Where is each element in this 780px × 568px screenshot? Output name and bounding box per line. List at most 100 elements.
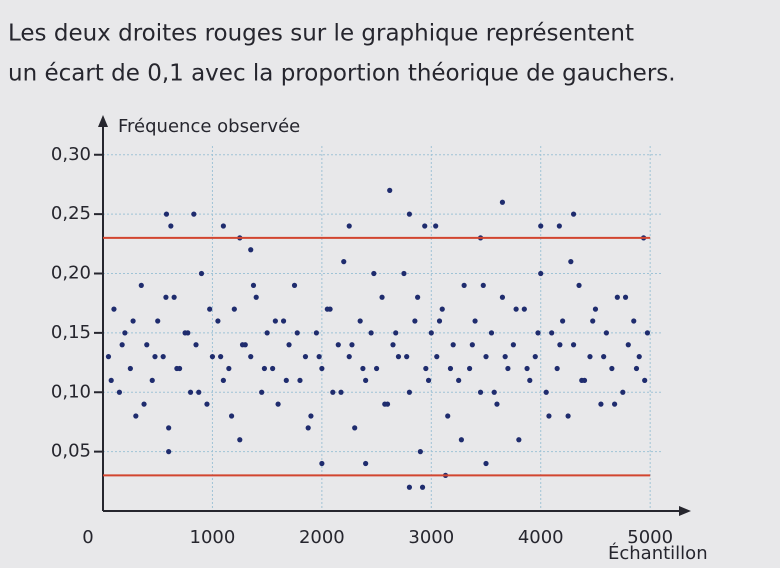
point — [423, 365, 429, 372]
point — [302, 354, 309, 360]
point — [108, 377, 114, 383]
point — [168, 223, 174, 229]
point — [439, 306, 445, 312]
point — [346, 354, 352, 360]
point — [419, 484, 426, 490]
point — [469, 342, 475, 348]
point — [220, 223, 226, 229]
point — [280, 318, 287, 324]
point — [319, 365, 325, 372]
point — [499, 199, 506, 205]
y-tick-label: 0,20 — [51, 263, 91, 284]
point — [220, 377, 226, 383]
point — [406, 389, 413, 395]
point — [488, 330, 495, 336]
point — [272, 318, 278, 324]
point — [166, 425, 172, 431]
point — [185, 330, 191, 336]
point — [406, 211, 413, 217]
point — [565, 413, 571, 419]
point — [291, 282, 298, 288]
point — [450, 342, 456, 348]
point — [207, 306, 213, 312]
point — [491, 389, 497, 395]
point — [612, 401, 618, 407]
point — [434, 354, 440, 360]
point — [404, 354, 410, 360]
point — [538, 223, 544, 229]
point — [642, 377, 648, 383]
point — [198, 270, 205, 277]
point — [549, 330, 555, 336]
point — [127, 365, 133, 372]
point — [483, 460, 489, 467]
point — [363, 377, 369, 383]
caption-line: un écart de 0,1 avec la proportion théor… — [8, 61, 676, 87]
point — [625, 342, 631, 348]
point — [406, 484, 413, 490]
point — [166, 449, 172, 455]
point — [636, 354, 642, 360]
point — [130, 318, 136, 324]
point — [191, 211, 197, 217]
point — [352, 425, 358, 431]
point — [116, 389, 123, 395]
point — [428, 330, 434, 336]
point — [467, 365, 473, 372]
point — [174, 365, 180, 372]
point — [259, 389, 265, 395]
point — [458, 437, 464, 443]
point — [425, 377, 432, 383]
point — [357, 318, 363, 324]
point — [341, 259, 347, 265]
x-tick-label: 0 — [82, 527, 93, 548]
point — [286, 342, 292, 348]
point — [297, 377, 303, 383]
point — [532, 354, 538, 360]
y-axis-arrow — [98, 115, 108, 127]
point — [248, 354, 254, 360]
point — [270, 365, 276, 372]
point — [609, 365, 615, 372]
point — [218, 354, 224, 360]
point — [119, 342, 125, 348]
point — [363, 460, 369, 467]
point — [228, 413, 235, 419]
x-tick-label: 1000 — [190, 527, 236, 548]
point — [603, 330, 609, 336]
point — [527, 377, 533, 383]
point — [412, 318, 418, 324]
point — [568, 259, 574, 265]
point — [327, 306, 333, 312]
point — [368, 330, 374, 336]
point — [538, 270, 544, 277]
point — [373, 365, 380, 372]
point — [187, 389, 194, 395]
point — [592, 306, 599, 312]
point — [510, 342, 516, 348]
point — [382, 401, 388, 407]
y-tick-label: 0,05 — [51, 441, 91, 462]
point — [477, 389, 484, 395]
point — [436, 318, 443, 324]
point — [226, 365, 232, 372]
point — [152, 354, 158, 360]
point — [122, 330, 128, 336]
x-axis-label: Échantillon — [608, 542, 708, 564]
point — [283, 377, 289, 383]
point — [237, 437, 243, 443]
point — [105, 354, 112, 360]
point — [483, 354, 489, 360]
point — [472, 318, 478, 324]
point — [456, 377, 462, 383]
caption-line: Les deux droites rouges sur le graphique… — [8, 21, 634, 47]
point — [248, 247, 254, 253]
point — [601, 354, 607, 360]
point — [349, 342, 355, 348]
point — [417, 449, 423, 455]
point — [379, 294, 385, 300]
point — [631, 318, 637, 324]
point — [401, 270, 407, 277]
